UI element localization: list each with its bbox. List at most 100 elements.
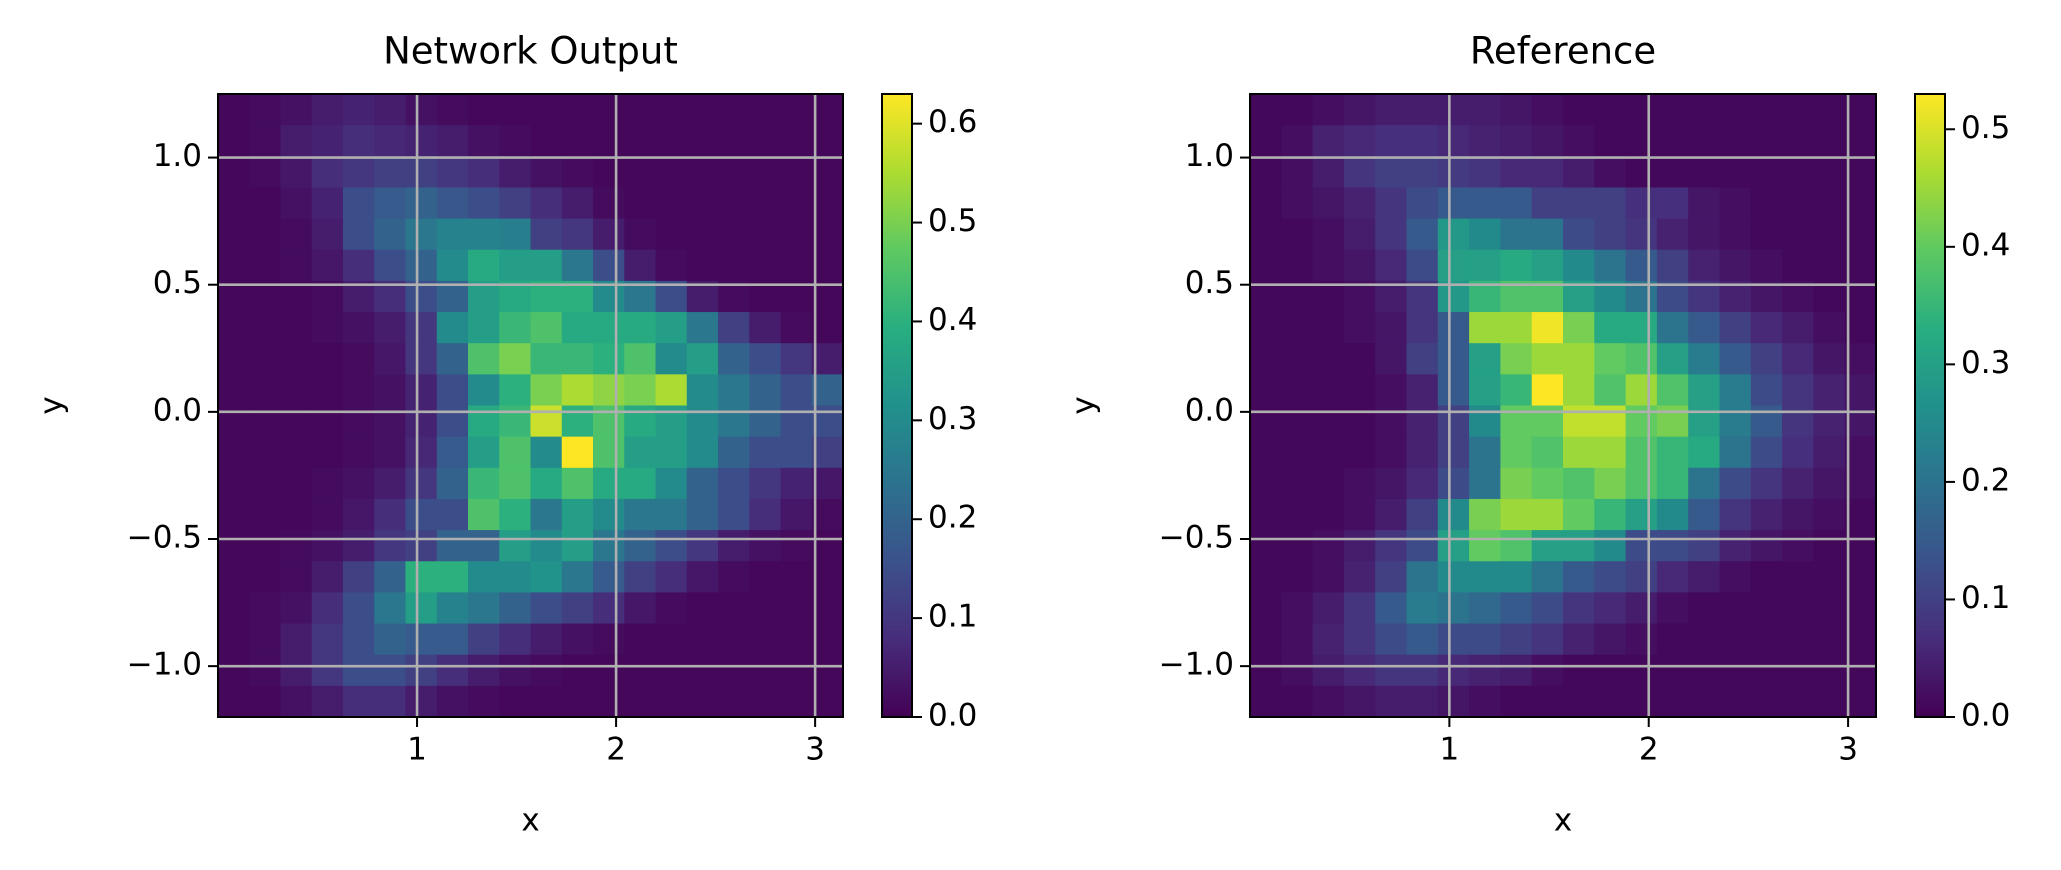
heatmap-cell [780,280,813,313]
heatmap-cell [561,343,594,375]
heatmap-cell [1500,467,1533,500]
heatmap-cell [1656,561,1689,593]
heatmap-cell [1437,125,1470,157]
heatmap-cell [1594,280,1627,313]
heatmap-cell [405,623,438,656]
heatmap-cell [468,685,500,718]
heatmap-cell [1500,530,1533,562]
heatmap-cell [1688,125,1721,157]
heatmap-cell [1437,405,1470,438]
heatmap-cell [1813,498,1846,531]
heatmap-cell [593,405,625,438]
heatmap-cell [686,436,719,469]
colorbar [881,93,913,718]
heatmap-cell [1406,436,1439,469]
heatmap-cell [624,249,657,282]
heatmap-cell [655,467,688,500]
heatmap-cell [780,530,813,562]
heatmap-cell [530,312,563,344]
heatmap-cell [1813,561,1846,593]
heatmap-cell [1500,187,1533,220]
heatmap-cell [1844,312,1877,344]
heatmap-cell [1437,592,1470,625]
heatmap-cell [343,125,375,157]
heatmap-cell [218,685,250,718]
heatmap-cell [436,343,469,375]
heatmap-cell [1563,561,1595,593]
heatmap-cell [686,685,719,718]
heatmap-cell [1406,592,1439,625]
heatmap-cell [1281,623,1314,656]
heatmap-cell [1531,405,1564,438]
heatmap-cell [811,436,844,469]
heatmap-cell [1531,498,1564,531]
heatmap-cell [1375,249,1408,282]
heatmap-cell [436,530,469,562]
heatmap-cell [655,156,688,189]
heatmap-cell [1375,187,1408,220]
y-tick-label: 0.5 [153,265,202,301]
heatmap-cell [624,280,657,313]
heatmap-cell [249,343,282,375]
heatmap-cell [468,249,500,282]
heatmap-cell [1281,94,1314,126]
heatmap-cell [468,312,500,344]
heatmap-cell [1281,561,1314,593]
heatmap-cell [593,125,625,157]
heatmap-cell [405,436,438,469]
heatmap-cell [1437,623,1470,656]
heatmap-cell [1469,249,1501,282]
x-axis-label: x [1554,803,1572,839]
heatmap-cell [1656,592,1689,625]
heatmap-cell [1813,592,1846,625]
heatmap-cell [561,623,594,656]
heatmap-cell [1594,530,1627,562]
heatmap-cell [499,623,532,656]
heatmap-cell [405,249,438,282]
heatmap-cell [1500,280,1533,313]
heatmap-cell [1250,249,1282,282]
heatmap-cell [1844,592,1877,625]
heatmap-cell [530,592,563,625]
heatmap-cell [1719,405,1752,438]
heatmap-cell [468,654,500,687]
heatmap-cell [530,249,563,282]
heatmap-cell [1688,312,1721,344]
heatmap-cell [499,654,532,687]
heatmap-cell [468,156,500,189]
heatmap-cell [1625,374,1658,407]
heatmap-cell [1281,685,1314,718]
heatmap-cell [311,405,344,438]
heatmap-cell [1312,436,1345,469]
heatmap-cell [218,592,250,625]
heatmap-cell [1281,592,1314,625]
heatmap-cell [1656,94,1689,126]
heatmap-cell [1782,156,1814,189]
heatmap-cell [1469,94,1501,126]
heatmap-cell [1343,436,1376,469]
colorbar-tick-label: 0.5 [928,203,977,239]
heatmap-cell [374,592,407,625]
heatmap-cell [436,405,469,438]
heatmap-cell [343,685,375,718]
heatmap-cell [1844,156,1877,189]
heatmap-cell [1782,125,1814,157]
heatmap-cell [811,467,844,500]
heatmap-cell [249,125,282,157]
heatmap-cell [249,592,282,625]
heatmap-cell [718,249,750,282]
heatmap-cell [1844,436,1877,469]
heatmap-cell [1688,280,1721,313]
heatmap-cell [1656,280,1689,313]
heatmap-cell [1250,623,1282,656]
heatmap-cell [1656,343,1689,375]
heatmap-cell [1844,685,1877,718]
heatmap-cell [1469,312,1501,344]
heatmap-cell [1343,374,1376,407]
heatmap-cell [718,187,750,220]
heatmap-cell [1406,498,1439,531]
heatmap-cell [1469,530,1501,562]
heatmap-cell [686,280,719,313]
heatmap-cell [749,94,782,126]
heatmap-cell [1500,312,1533,344]
